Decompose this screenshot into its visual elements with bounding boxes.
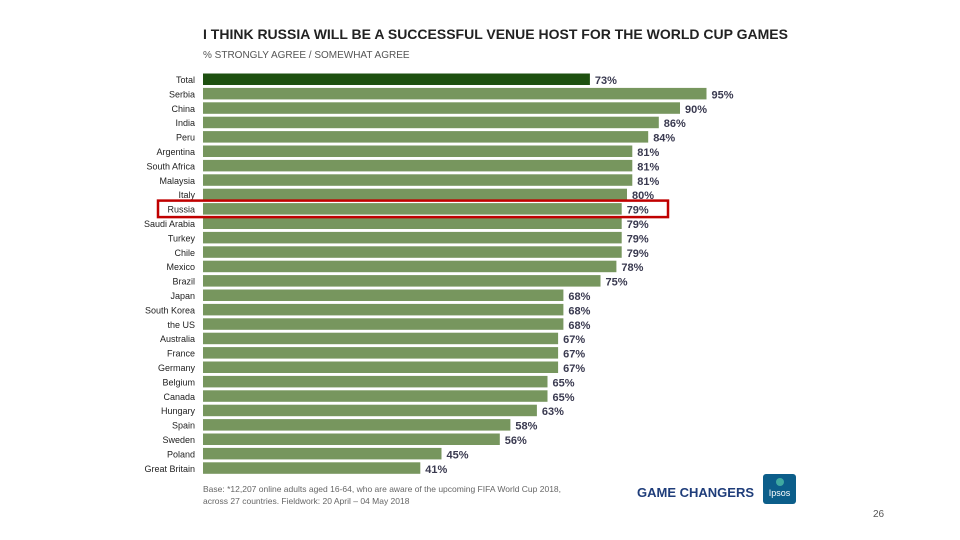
category-label-canada: Canada <box>163 392 195 402</box>
category-label-italy: Italy <box>178 190 195 200</box>
bar-argentina <box>203 145 633 157</box>
bar-south-korea <box>203 303 564 316</box>
value-label-russia: 79% <box>627 205 649 217</box>
value-label-great-britain: 41% <box>425 464 447 476</box>
value-label-argentina: 81% <box>637 147 659 159</box>
category-label-total: Total <box>176 75 195 85</box>
category-label-poland: Poland <box>167 449 195 459</box>
highlight-outline <box>156 199 670 219</box>
bar-the-us <box>203 318 564 330</box>
category-label-the-us: the US <box>167 320 195 330</box>
ipsos-logo: Ipsos <box>763 474 796 504</box>
chart-title: I THINK RUSSIA WILL BE A SUCCESSFUL VENU… <box>203 26 788 42</box>
value-label-germany: 67% <box>563 363 585 375</box>
value-label-the-us: 68% <box>568 320 590 332</box>
bar-total <box>203 73 590 85</box>
value-label-france: 67% <box>563 349 585 361</box>
value-label-canada: 65% <box>553 392 575 404</box>
category-label-serbia: Serbia <box>169 89 195 99</box>
bar-spain <box>203 419 511 431</box>
category-label-japan: Japan <box>170 291 195 301</box>
game-changers-brand: GAME CHANGERS <box>637 485 755 500</box>
value-label-italy: 80% <box>632 190 654 202</box>
category-label-great-britain: Great Britain <box>144 464 195 474</box>
bar-germany <box>203 361 559 373</box>
bar-belgium <box>203 375 548 388</box>
value-label-peru: 84% <box>653 133 675 145</box>
value-label-sweden: 56% <box>505 435 527 447</box>
bar-chile <box>203 246 622 258</box>
bar-south-africa <box>203 159 633 172</box>
category-label-china: China <box>171 104 195 114</box>
bar-brazil <box>203 275 601 287</box>
page-number: 26 <box>873 509 885 520</box>
chart-subtitle: % STRONGLY AGREE / SOMEWHAT AGREE <box>203 50 410 61</box>
category-label-sweden: Sweden <box>162 435 195 445</box>
bar-great-britain <box>203 462 421 474</box>
category-label-saudi-arabia: Saudi Arabia <box>144 219 195 229</box>
value-label-brazil: 75% <box>606 277 628 289</box>
value-label-south-korea: 68% <box>568 305 590 317</box>
value-label-mexico: 78% <box>621 262 643 274</box>
bar-peru <box>203 131 649 143</box>
bar-russia <box>203 203 622 215</box>
category-label-russia: Russia <box>167 205 195 215</box>
value-label-total: 73% <box>595 75 617 87</box>
bar-japan <box>203 289 564 301</box>
value-label-belgium: 65% <box>553 377 575 389</box>
value-label-serbia: 95% <box>712 89 734 101</box>
category-label-belgium: Belgium <box>162 377 195 387</box>
base-note: Base: *12,207 online adults aged 16-64, … <box>203 483 561 507</box>
value-label-chile: 79% <box>627 248 649 260</box>
category-label-hungary: Hungary <box>161 406 196 416</box>
category-label-south-korea: South Korea <box>145 305 195 315</box>
category-label-brazil: Brazil <box>172 277 195 287</box>
category-label-france: France <box>167 349 195 359</box>
category-label-chile: Chile <box>174 248 195 258</box>
bar-mexico <box>203 260 617 273</box>
value-label-poland: 45% <box>447 449 469 461</box>
bar-india <box>203 116 659 129</box>
category-label-spain: Spain <box>172 421 195 431</box>
value-label-spain: 58% <box>515 421 537 433</box>
logo-dot-icon <box>776 478 784 486</box>
bar-saudi-arabia <box>203 217 622 229</box>
bar-italy <box>203 188 627 201</box>
bar-sweden <box>203 433 500 445</box>
value-label-australia: 67% <box>563 334 585 346</box>
category-label-mexico: Mexico <box>166 262 195 272</box>
category-label-argentina: Argentina <box>156 147 195 157</box>
base-note-line-2: across 27 countries. Fieldwork: 20 April… <box>203 496 410 506</box>
bar-australia <box>203 332 559 345</box>
value-label-malaysia: 81% <box>637 176 659 188</box>
bar-turkey <box>203 231 622 244</box>
logo-text: Ipsos <box>768 488 791 498</box>
bar-poland <box>203 447 442 460</box>
bar-serbia <box>203 87 707 100</box>
bar-hungary <box>203 404 537 417</box>
category-label-australia: Australia <box>160 334 195 344</box>
category-label-germany: Germany <box>158 363 196 373</box>
value-label-hungary: 63% <box>542 406 564 418</box>
value-label-india: 86% <box>664 118 686 130</box>
category-label-peru: Peru <box>176 133 195 143</box>
bar-china <box>203 102 680 114</box>
value-label-turkey: 79% <box>627 233 649 245</box>
value-label-south-africa: 81% <box>637 161 659 173</box>
bar-malaysia <box>203 174 633 186</box>
category-label-turkey: Turkey <box>168 233 196 243</box>
value-label-china: 90% <box>685 104 707 116</box>
category-label-south-africa: South Africa <box>146 161 195 171</box>
category-label-india: India <box>175 118 195 128</box>
value-label-japan: 68% <box>568 291 590 303</box>
base-note-line-1: Base: *12,207 online adults aged 16-64, … <box>203 484 562 494</box>
value-label-saudi-arabia: 79% <box>627 219 649 231</box>
bar-france <box>203 347 559 359</box>
bar-canada <box>203 390 548 402</box>
category-label-malaysia: Malaysia <box>159 176 195 186</box>
